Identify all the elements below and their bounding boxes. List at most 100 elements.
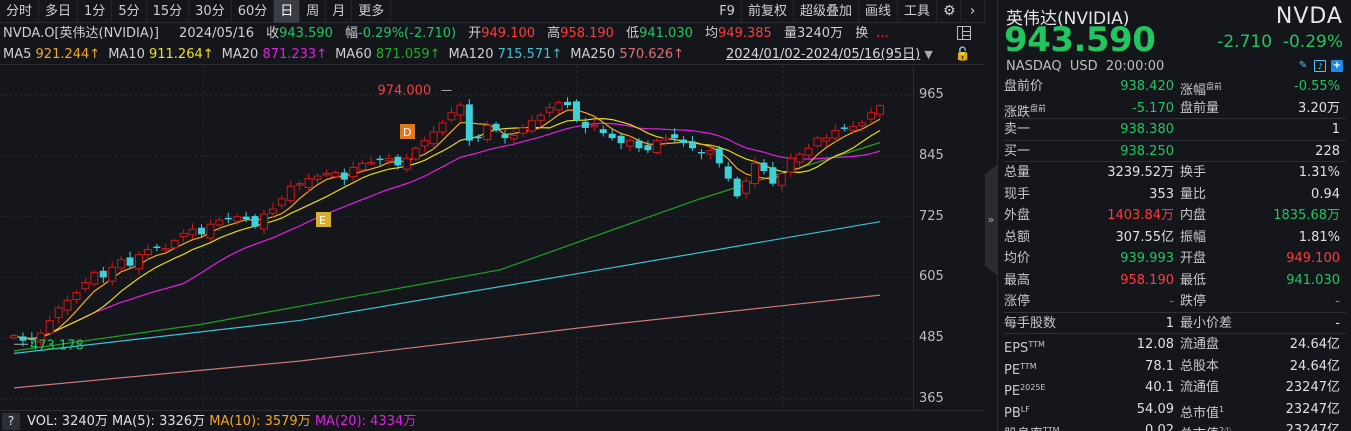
quote-value-2: -0.55% — [1294, 79, 1340, 94]
toolbar-button-1[interactable]: 前复权 — [742, 0, 794, 23]
high-label: 高 — [547, 26, 561, 41]
quote-value-2: 23247亿 — [1285, 401, 1340, 417]
open-label: 开 — [468, 26, 482, 41]
volume-legend: ? VOL: 3240万 MA(5): 3326万 MA(10): 3579万 … — [0, 410, 985, 431]
quote-row: EPSTTM 12.08 流通盘 24.64亿 — [1004, 334, 1346, 356]
ma-label-0: MA5 — [3, 47, 32, 62]
toolbar-button-2[interactable]: 超级叠加 — [794, 0, 859, 23]
symbol-label: NVDA.O[英伟达(NVIDIA)] — [3, 26, 159, 41]
event-marker-d[interactable] — [400, 124, 415, 139]
quote-row: 均价 939.993 开盘 949.100 — [1004, 248, 1346, 270]
period-tab-1[interactable]: 多日 — [39, 0, 79, 23]
quote-key-2 — [1180, 119, 1250, 140]
quote-row: 涨跌盘前 -5.170 盘前量 3.20万 — [1004, 98, 1346, 120]
quote-value-2: 1 — [1331, 122, 1340, 137]
quote-key: 买一 — [1004, 143, 1031, 159]
quote-value-2: 24.64亿 — [1289, 337, 1340, 352]
period-tab-7[interactable]: 日 — [274, 0, 301, 23]
quote-key-2: 总市值1 — [1180, 404, 1225, 421]
quote-key: PBLF — [1004, 404, 1030, 421]
date-range-selector[interactable]: 2024/01/02-2024/05/16(95日) ▼ — [726, 44, 933, 65]
ma-value-5: 570.626↑ — [619, 47, 685, 62]
quote-value-2: 1.31% — [1298, 165, 1340, 180]
ma-value-4: 715.571↑ — [497, 47, 563, 62]
lock-icon[interactable]: 🔓 — [954, 47, 971, 62]
quote-key-2: 流通值 — [1180, 380, 1220, 395]
svg-text:E: E — [319, 214, 326, 227]
sidebar-collapse-handle[interactable]: » — [985, 165, 997, 275]
high-value: 958.190 — [560, 26, 614, 41]
dropdown-triangle-icon[interactable]: ▼ — [924, 48, 933, 61]
quote-key: 涨跌盘前 — [1004, 103, 1047, 120]
quote-value: 938.250 — [1120, 143, 1174, 159]
period-tab-3[interactable]: 5分 — [112, 0, 147, 23]
period-tab-10[interactable]: 更多 — [352, 0, 392, 23]
exchange: NASDAQ — [1006, 59, 1062, 74]
event-marker-e[interactable] — [316, 212, 331, 227]
quote-key: 总额 — [1004, 229, 1031, 245]
ma-label-2: MA20 — [221, 47, 259, 62]
quote-key-2: 最低 — [1180, 272, 1207, 288]
turnover-label: 换 — [855, 26, 869, 41]
period-low-label: 473.178 — [30, 338, 84, 353]
ma-value-0: 921.244↑ — [35, 47, 101, 62]
quote-value-2: 949.100 — [1286, 251, 1340, 266]
gear-icon[interactable]: ⚙ — [937, 0, 961, 23]
quote-key-2: 涨幅盘前 — [1180, 82, 1223, 98]
last-price: 943.590 — [1004, 20, 1156, 60]
stock-code: NVDA — [1275, 4, 1343, 29]
period-tab-6[interactable]: 60分 — [232, 0, 275, 23]
quote-key-2: 总股本 — [1180, 358, 1220, 374]
quote-value-2: 0.94 — [1311, 186, 1340, 202]
quote-key-2: 总市值2① — [1180, 426, 1232, 431]
quote-value: -5.170 — [1132, 100, 1174, 116]
quote-value: 307.55亿 — [1115, 229, 1175, 245]
chevron-right-icon[interactable]: › — [961, 0, 985, 23]
vol-ma10: MA(10): 3579万 — [209, 414, 311, 429]
quote-row: 每手股数 1 最小价差 - — [1004, 313, 1346, 334]
period-tab-8[interactable]: 周 — [300, 0, 327, 23]
help-button[interactable]: ? — [2, 413, 20, 430]
period-tab-0[interactable]: 分时 — [0, 0, 40, 23]
vol-value: VOL: 3240万 — [27, 414, 108, 429]
toolbar-button-4[interactable]: 工具 — [898, 0, 937, 23]
toolbar-button-3[interactable]: 画线 — [859, 0, 898, 23]
quote-value: 78.1 — [1145, 358, 1174, 374]
period-tab-4[interactable]: 15分 — [147, 0, 190, 23]
date-range-label[interactable]: 2024/01/02-2024/05/16(95日) — [726, 47, 921, 62]
quote-key-2: 最小价差 — [1180, 315, 1233, 331]
ma-label-5: MA250 — [570, 47, 616, 62]
quote-value-2: 1835.68万 — [1273, 208, 1340, 223]
toolbar-button-0[interactable]: F9 — [713, 0, 742, 23]
price-change: -2.710 -0.29% — [1217, 32, 1343, 52]
quote-value: 1403.84万 — [1107, 208, 1174, 223]
ma-value-3: 871.059↑ — [375, 47, 441, 62]
candlestick-chart[interactable]: 974.000 473.178 D E — [0, 66, 913, 410]
close-label: 收 — [266, 26, 280, 41]
add-icon[interactable]: + — [1331, 60, 1343, 72]
quote-value: 12.08 — [1136, 337, 1174, 352]
quote-value-2: 23247亿 — [1285, 380, 1340, 395]
open-value: 949.100 — [481, 26, 536, 41]
bell-icon[interactable]: ♪ — [1314, 60, 1326, 72]
quote-row: 现手 353 量比 0.94 — [1004, 184, 1346, 206]
avg-value: 949.385 — [718, 26, 772, 41]
market-meta: NASDAQ USD 20:00:00 — [1006, 59, 1164, 74]
quote-key: 总量 — [1004, 165, 1031, 180]
quote-time: 20:00:00 — [1105, 59, 1165, 74]
layout-panel-icon[interactable] — [957, 26, 971, 40]
period-high-label: 974.000 — [377, 83, 431, 98]
quote-row: PBLF 54.09 总市值1 23247亿 — [1004, 399, 1346, 421]
period-tab-9[interactable]: 月 — [326, 0, 353, 23]
period-tab-5[interactable]: 30分 — [189, 0, 232, 23]
turnover-value: ... — [876, 26, 889, 41]
bar-date: 2024/05/16 — [179, 26, 254, 41]
quote-value: 54.09 — [1136, 401, 1174, 417]
low-label: 低 — [626, 26, 640, 41]
edit-icon[interactable]: ✎ — [1298, 60, 1308, 71]
period-tab-2[interactable]: 1分 — [78, 0, 113, 23]
quote-key-2: 振幅 — [1180, 229, 1207, 245]
y-tick-0: 965 — [919, 87, 944, 102]
quote-key: 每手股数 — [1004, 315, 1057, 331]
quote-key: 涨停 — [1004, 294, 1031, 309]
